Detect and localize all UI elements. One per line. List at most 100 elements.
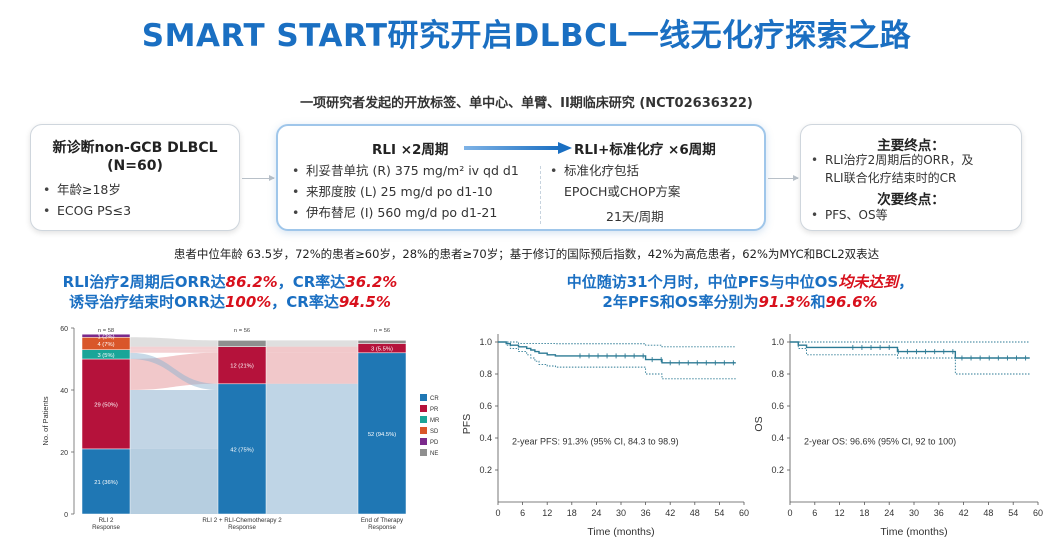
x-tick-label: 48	[983, 508, 993, 518]
x-axis-label: Time (months)	[880, 526, 947, 538]
secondary-endpoints: PFS、OS等	[811, 205, 888, 226]
legend-label: MR	[430, 418, 440, 424]
chemo-heading: RLI+标准化疗 ×6周期	[574, 142, 716, 158]
legend-swatch-ne	[420, 449, 427, 456]
legend-label: PR	[430, 407, 439, 413]
y-tick-label: 0.2	[771, 465, 784, 475]
bar-segment-label: 29 (50%)	[94, 402, 118, 408]
response-flow-band	[266, 346, 358, 353]
legend-swatch-cr	[420, 394, 427, 401]
chemo-cycle: 21天/周期	[606, 209, 664, 224]
x-tick-label: 12	[835, 508, 845, 518]
bar-segment-cr	[217, 383, 267, 515]
arrow-to-treatment	[242, 175, 275, 181]
x-tick-label: 36	[641, 508, 651, 518]
bar-n-label: n = 56	[374, 328, 390, 334]
endpoints-box: 主要终点： RLI治疗2周期后的ORR，及 RLI联合化疗结束时的CR 次要终点…	[800, 124, 1022, 231]
rli-rituximab: 利妥昔单抗 (R) 375 mg/m² iv qd d1	[292, 160, 519, 181]
legend-swatch-sd	[420, 427, 427, 434]
chemo-standard: 标准化疗包括	[550, 160, 639, 181]
x-tick-label: 54	[714, 508, 724, 518]
y-tick-label: 0	[64, 512, 68, 519]
ci-lower-line	[790, 341, 1030, 375]
bar-segment-cr	[357, 352, 407, 515]
x-tick-label: 54	[1008, 508, 1018, 518]
chemo-regimen: 标准化疗包括	[550, 160, 639, 181]
pfs-km-chart: 0.2 0.4 0.6 0.8 1.0 0 6 12 18 24 30 36 42 48 54 60 Time …	[456, 328, 754, 546]
survival-curve	[790, 341, 1030, 359]
y-tick-label: 0.4	[771, 433, 784, 443]
y-tick-label: 20	[60, 450, 68, 457]
criteria-ecog: ECOG PS≤3	[43, 200, 131, 221]
km-annotation: 2-year OS: 96.6% (95% CI, 92 to 100)	[804, 436, 956, 446]
x-tick-label: 36	[934, 508, 944, 518]
secondary-endpoint-heading: 次要终点：	[877, 192, 945, 208]
y-tick-label: 60	[60, 326, 68, 333]
x-tick-label: 30	[616, 508, 626, 518]
x-tick-label: 6	[520, 508, 525, 518]
y-tick-label: 40	[60, 388, 68, 395]
km-annotation: 2-year PFS: 91.3% (95% CI, 84.3 to 98.9)	[512, 436, 679, 446]
treatment-arrow-icon	[464, 142, 572, 154]
page-title: SMART START研究开启DLBCL一线无化疗探索之路	[141, 18, 912, 54]
population-box: 新诊断non-GCB DLBCL (N=60) 年龄≥18岁 ECOG PS≤3	[30, 124, 240, 231]
os-km-chart: 0.2 0.4 0.6 0.8 1.0 0 6 12 18 24 30 36 42 48 54 60 Time …	[748, 328, 1048, 546]
pfs-chart-svg: 0.2 0.4 0.6 0.8 1.0 0 6 12 18 24 30 36 42 48 54 60 Time …	[461, 334, 749, 538]
y-tick-label: 1.0	[479, 337, 492, 347]
x-category-label: Response	[92, 524, 120, 531]
population-title: 新诊断non-GCB DLBCL (N=60)	[31, 139, 239, 175]
chemo-options: EPOCH或CHOP方案	[564, 184, 681, 199]
criteria-age: 年龄≥18岁	[43, 179, 131, 200]
x-tick-label: 12	[542, 508, 552, 518]
primary-endpoint-orr: RLI治疗2周期后的ORR，及	[811, 151, 973, 169]
y-tick-label: 1.0	[771, 337, 784, 347]
bar-segment-label: 52 (94.5%)	[368, 432, 396, 438]
x-tick-label: 0	[495, 508, 500, 518]
response-flow-band	[266, 383, 358, 514]
os-chart-svg: 0.2 0.4 0.6 0.8 1.0 0 6 12 18 24 30 36 42 48 54 60 Time …	[753, 334, 1043, 538]
x-tick-label: 30	[909, 508, 919, 518]
bar-segment-label: 4 (7%)	[97, 342, 114, 348]
y-tick-label: 0.2	[479, 465, 492, 475]
legend-swatch-pd	[420, 438, 427, 445]
x-axis-label: Time (months)	[587, 526, 654, 538]
bar-segment-label: 42 (75%)	[230, 447, 254, 453]
bar-n-label: n = 56	[234, 328, 250, 334]
x-tick-label: 0	[787, 508, 792, 518]
legend-swatch-mr	[420, 416, 427, 423]
response-flow-band	[130, 390, 218, 449]
rli-ibrutinib: 伊布替尼 (I) 560 mg/d po d1-21	[292, 202, 519, 223]
rli-regimen: 利妥昔单抗 (R) 375 mg/m² iv qd d1 来那度胺 (L) 25…	[292, 160, 519, 223]
x-category-label: End of Therapy	[361, 517, 404, 524]
legend-label: PD	[430, 440, 439, 446]
treatment-box: RLI ×2周期 RLI+标准化疗 ×6周期 利妥昔单抗 (R) 375 mg/…	[276, 124, 766, 231]
x-tick-label: 6	[812, 508, 817, 518]
y-axis-label: No. of Patients	[41, 396, 50, 445]
rli-lenalidomide: 来那度胺 (L) 25 mg/d po d1-10	[292, 181, 519, 202]
survival-curve	[498, 341, 736, 364]
arrow-to-endpoints	[768, 175, 799, 181]
x-tick-label: 24	[591, 508, 601, 518]
response-flow-band	[130, 337, 218, 347]
x-category-label: Response	[368, 524, 396, 531]
y-tick-label: 0.8	[479, 369, 492, 379]
response-flow-band	[266, 352, 358, 384]
rli-heading: RLI ×2周期	[372, 142, 449, 158]
response-alluvial-chart: 0 20 40 60 No. of Patients 21 (36%) 29 (50%) 3 …	[36, 320, 446, 548]
response-flow-band	[130, 346, 218, 350]
x-tick-label: 18	[859, 508, 869, 518]
x-tick-label: 24	[884, 508, 894, 518]
response-highlight: RLI治疗2周期后ORR达86.2%，CR率达36.2% 诱导治疗结束时ORR达…	[40, 272, 420, 312]
response-flow-band	[130, 448, 218, 514]
y-tick-label: 0.4	[479, 433, 492, 443]
response-flow-band	[130, 349, 218, 353]
survival-highlight: 中位随访31个月时，中位PFS与中位OS均未达到， 2年PFS和OS率分别为91…	[520, 272, 960, 312]
bar-segment-cr	[81, 448, 131, 515]
bar-segment-label: 3 (5%)	[97, 353, 114, 359]
ci-lower-line	[498, 341, 736, 380]
bar-segment-label: 3 (5.5%)	[371, 347, 393, 353]
y-axis-label: PFS	[461, 414, 473, 434]
response-flow-band	[266, 343, 358, 347]
secondary-endpoint-pfs-os: PFS、OS等	[811, 205, 888, 226]
y-tick-label: 0.6	[479, 401, 492, 411]
